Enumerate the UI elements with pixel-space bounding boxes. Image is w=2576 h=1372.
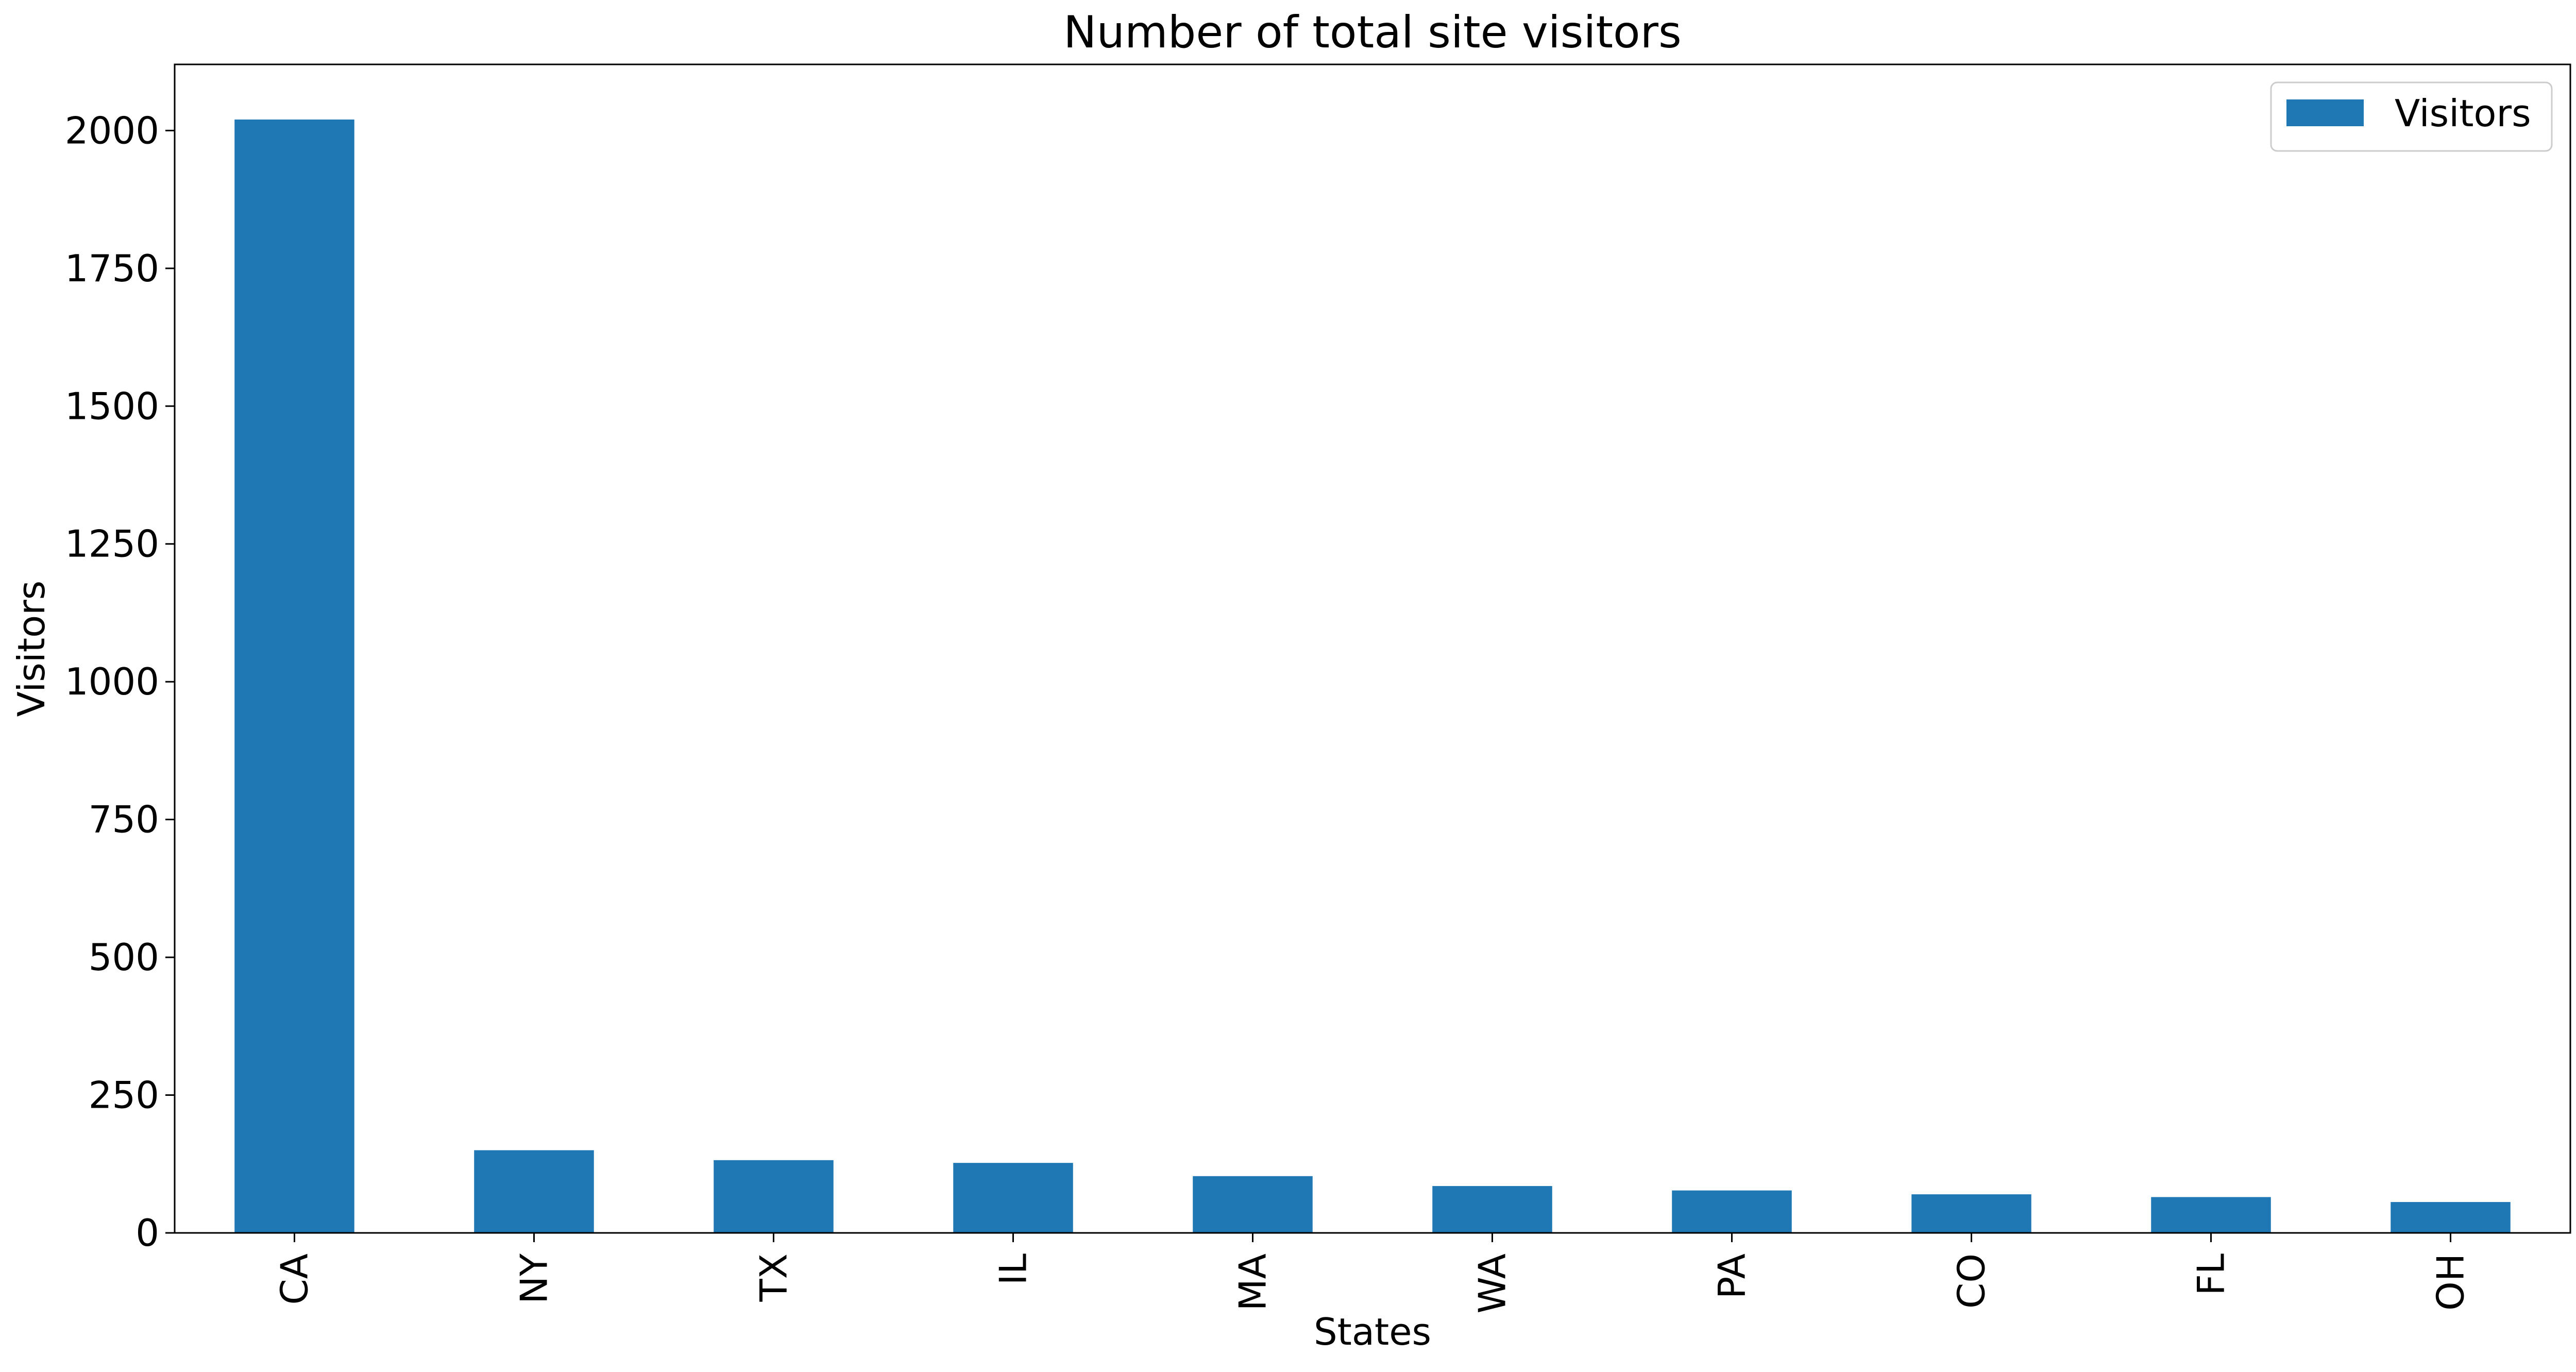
x-tick-label-oh: OH (2429, 1254, 2472, 1311)
x-tick-label-ca: CA (273, 1254, 316, 1305)
bar-ma (1193, 1176, 1313, 1233)
x-tick-label-ny: NY (513, 1253, 556, 1304)
bar-il (953, 1163, 1073, 1233)
y-tick-label: 1750 (65, 247, 159, 290)
x-tick-label-co: CO (1950, 1254, 1993, 1309)
x-tick-label-fl: FL (2190, 1254, 2233, 1296)
y-tick-label: 250 (89, 1074, 159, 1117)
plot-frame (174, 63, 2571, 1234)
y-tick-label: 750 (89, 798, 159, 841)
x-tick-label-ma: MA (1231, 1254, 1275, 1311)
x-axis-label: States (1314, 1310, 1431, 1353)
legend-label-visitors: Visitors (2395, 92, 2531, 135)
y-axis-label: Visitors (10, 581, 53, 717)
bar-tx (714, 1160, 834, 1233)
plot-area (234, 119, 2511, 1233)
bar-fl (2151, 1197, 2271, 1233)
bar-oh (2391, 1202, 2511, 1233)
y-tick-label: 2000 (65, 109, 159, 152)
x-tick-label-tx: TX (752, 1254, 795, 1302)
legend: Visitors (2270, 81, 2553, 152)
x-axis: CA NY TX IL MA WA PA CO FL OH (273, 1233, 2472, 1314)
y-tick-label: 1250 (65, 522, 159, 566)
chart-title: Number of total site visitors (1063, 7, 1682, 58)
x-tick-label-wa: WA (1471, 1254, 1514, 1314)
y-tick-label: 500 (89, 936, 159, 979)
x-tick-label-il: IL (992, 1254, 1035, 1285)
bar-pa (1672, 1190, 1792, 1233)
y-tick-label: 0 (135, 1211, 159, 1255)
x-tick-label-pa: PA (1710, 1254, 1754, 1299)
bar-co (1911, 1194, 2031, 1233)
bar-ny (474, 1150, 594, 1233)
y-tick-label: 1000 (65, 660, 159, 703)
y-tick-label: 1500 (65, 384, 159, 428)
legend-swatch (2286, 99, 2364, 126)
y-axis: 0 250 500 750 1000 1250 1500 1750 2000 (65, 109, 175, 1255)
bar-wa (1432, 1186, 1552, 1233)
bar-ca (234, 119, 354, 1233)
